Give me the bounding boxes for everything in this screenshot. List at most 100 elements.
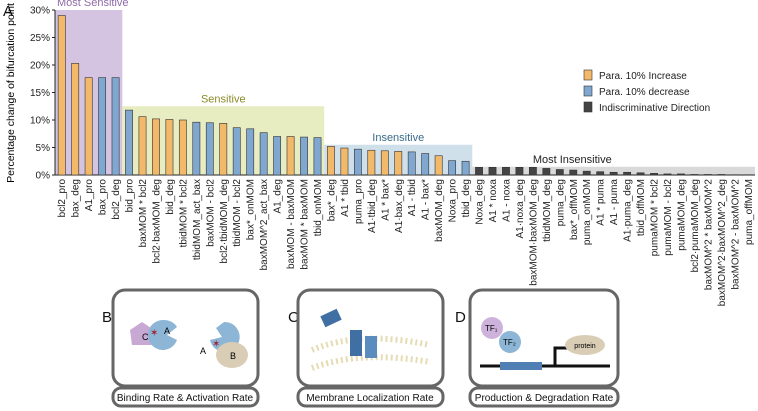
label: TF₂ [503,338,516,347]
shape [130,322,154,345]
x-tick-label: A1·puma_deg [623,179,634,242]
x-tick-label: A1 * tbid [340,179,351,217]
legend-label: Indiscriminative Direction [599,103,710,114]
x-tick-label: puma_offMOM [744,179,755,245]
bar [152,118,160,176]
x-tick-label: A1_pro [84,179,95,212]
tf [481,317,503,339]
bar [461,160,470,176]
bar [111,77,120,176]
x-tick-label: bax*_onMOM [246,179,257,240]
bar [502,167,510,176]
bar [542,168,551,176]
bar [488,167,497,176]
legend-swatch [583,101,593,113]
x-tick-label: A1_deg [273,179,284,213]
x-tick-label: tbidMOM_deg [542,179,553,242]
panel-letter: D [455,309,466,326]
protein [320,308,342,328]
bar [475,167,483,176]
bar [528,167,537,176]
star: ✶ [212,339,220,350]
protein [565,335,605,355]
bar [434,155,443,176]
bar [71,63,80,176]
bar [690,174,699,176]
x-tick-label: bax*_deg [326,179,337,221]
x-tick-label: Noxa_pro [448,179,459,223]
x-tick-label: bcl2·tbidMOM_deg [219,179,230,263]
bar [663,173,672,176]
plot: 0% 5% 10% 15% 20% 25% 30% bcl2_pro bax_deg A1_pro… [30,6,755,306]
y-tick-label: 25% [30,33,50,44]
x-tick-label: baxMOM^2 * baxMOM^2 [703,179,714,291]
bar [125,109,133,176]
bar [717,174,726,176]
caption-box [296,386,445,408]
label: A [164,326,170,336]
bar [98,77,107,176]
caption: Production & Degradation Rate [475,393,614,404]
bar [367,149,376,176]
bar [623,171,632,176]
x-tick-label: tbidMOM - bcl2 [232,179,243,247]
label: C [142,332,149,342]
x-tick-label: A1·bax_deg [394,179,405,233]
bar [273,136,282,176]
panel-letter: B [102,309,112,326]
promoter [500,362,542,370]
y-tick-label: 15% [30,88,50,99]
bar [353,148,362,176]
panel-letter: A [3,3,13,20]
x-tick-label: baxMOM - bcl2 [205,179,216,247]
bar [650,173,658,176]
label: A [200,346,206,356]
caption-box [468,386,620,408]
x-tick-label: A1 - noxa [501,179,512,222]
legend-label: Para. 10% decrease [599,87,690,98]
region-label: Most Sensitive [57,0,129,9]
region [472,166,755,175]
legend-swatch [583,85,593,97]
x-tick-label: A1 - tbid [407,179,418,216]
bar [636,172,645,176]
x-tick-label: tbid_onMOM [313,179,324,236]
bar [609,171,618,176]
protein [350,330,362,356]
x-tick-label: pumaMOM - bcl2 [663,179,674,256]
region-label: Sensitive [201,93,246,105]
bar [259,132,268,176]
x-tick-label: puma_deg [555,179,566,226]
x-tick-label: A1 - bax* [421,179,432,220]
bar [178,119,187,176]
membrane [310,335,431,353]
x-tick-label: bcl2_deg [111,179,122,220]
x-tick-label: A1 * noxa [488,179,499,223]
bar [407,151,416,176]
x-tick-label: bcl2·pumaMOM_deg [690,179,701,272]
caption: Binding Rate & Activation Rate [117,393,254,404]
bar [232,127,241,176]
protein [365,336,377,358]
bar [582,170,591,176]
x-tick-label: puma_pro [353,179,364,224]
x-tick-label: bid_pro [125,179,136,213]
bar [84,77,93,176]
x-tick-label: tbidMOM_act_bax [192,179,203,260]
bar [394,151,403,176]
x-tick-label: puma_onMOM [582,179,593,245]
x-tick-label: tbid_offMOM [636,179,647,236]
bar [569,169,578,176]
x-tick-label: baxMOM_deg [434,179,445,242]
x-tick-label: pumaMOM_deg [676,179,687,251]
x-tick-label: bax_pro [98,179,109,216]
frame [468,288,620,388]
caption: Membrane Localization Rate [306,393,434,404]
x-tick-label: tbidMOM * bcl2 [178,179,189,248]
bar [448,160,457,176]
x-tick-label: bid_deg [165,179,176,215]
bar [219,123,228,176]
x-tick-label: baxMOM^2 - baxMOM^2 [730,179,741,290]
x-tick-label: bax*_offMOM [569,179,580,240]
x-tick-label: baxMOM·baxMOM_deg [528,179,539,286]
